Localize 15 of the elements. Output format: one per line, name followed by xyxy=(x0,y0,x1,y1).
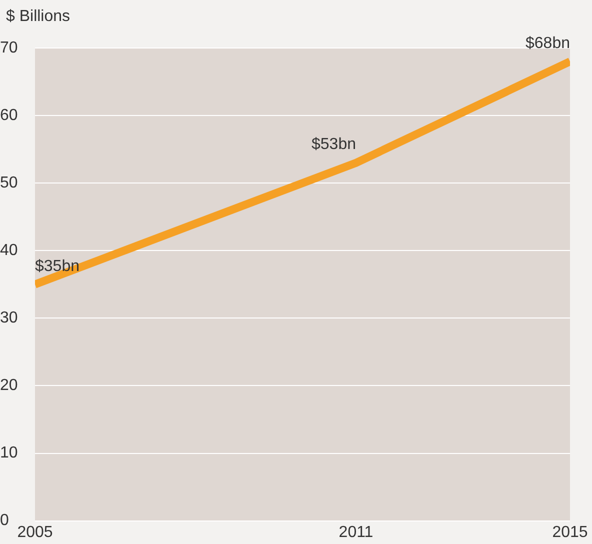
y-tick-label: 70 xyxy=(0,39,18,56)
y-axis-title: $ Billions xyxy=(6,8,70,26)
y-tick-label: 40 xyxy=(0,242,18,260)
y-tick-label: 60 xyxy=(0,106,18,124)
data-label: $53bn xyxy=(312,136,356,154)
x-tick-label: 2015 xyxy=(552,524,588,541)
data-label: $68bn xyxy=(526,34,570,52)
x-tick-label: 2005 xyxy=(17,524,53,541)
y-tick-label: 20 xyxy=(0,377,18,394)
y-tick-label: 30 xyxy=(0,310,18,327)
y-tick-label: 50 xyxy=(0,174,18,192)
x-tick-label: 2011 xyxy=(338,524,374,541)
data-label: $35bn xyxy=(35,258,80,275)
y-tick-label: 0 xyxy=(0,512,9,530)
y-tick-label: 10 xyxy=(0,444,18,462)
